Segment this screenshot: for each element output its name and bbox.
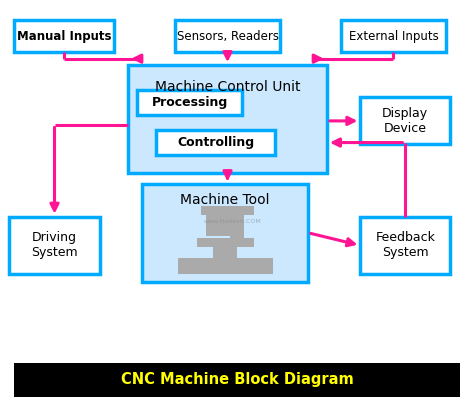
FancyBboxPatch shape	[142, 184, 308, 282]
Text: External Inputs: External Inputs	[348, 30, 438, 43]
Text: www.thetech.COM: www.thetech.COM	[203, 219, 261, 225]
FancyBboxPatch shape	[137, 90, 242, 115]
Text: Processing: Processing	[152, 96, 228, 109]
FancyBboxPatch shape	[201, 206, 254, 215]
FancyBboxPatch shape	[341, 20, 446, 53]
Text: Display
Device: Display Device	[382, 107, 428, 135]
Text: Feedback
System: Feedback System	[375, 231, 435, 259]
FancyBboxPatch shape	[197, 238, 254, 247]
FancyBboxPatch shape	[360, 217, 450, 274]
FancyBboxPatch shape	[360, 97, 450, 144]
Text: Machine Tool: Machine Tool	[181, 193, 270, 207]
Text: Controlling: Controlling	[177, 136, 254, 149]
FancyBboxPatch shape	[14, 363, 460, 397]
Text: Sensors, Readers: Sensors, Readers	[176, 30, 279, 43]
FancyBboxPatch shape	[14, 20, 114, 53]
Text: Manual Inputs: Manual Inputs	[17, 30, 111, 43]
Text: Driving
System: Driving System	[31, 231, 78, 259]
FancyBboxPatch shape	[156, 130, 275, 155]
Text: CNC Machine Block Diagram: CNC Machine Block Diagram	[120, 373, 354, 387]
Text: Machine Control Unit: Machine Control Unit	[155, 80, 300, 93]
FancyBboxPatch shape	[178, 258, 273, 274]
FancyBboxPatch shape	[206, 215, 232, 237]
FancyBboxPatch shape	[230, 208, 244, 247]
FancyBboxPatch shape	[128, 65, 327, 173]
FancyBboxPatch shape	[9, 217, 100, 274]
FancyBboxPatch shape	[175, 20, 280, 53]
FancyBboxPatch shape	[213, 247, 237, 258]
